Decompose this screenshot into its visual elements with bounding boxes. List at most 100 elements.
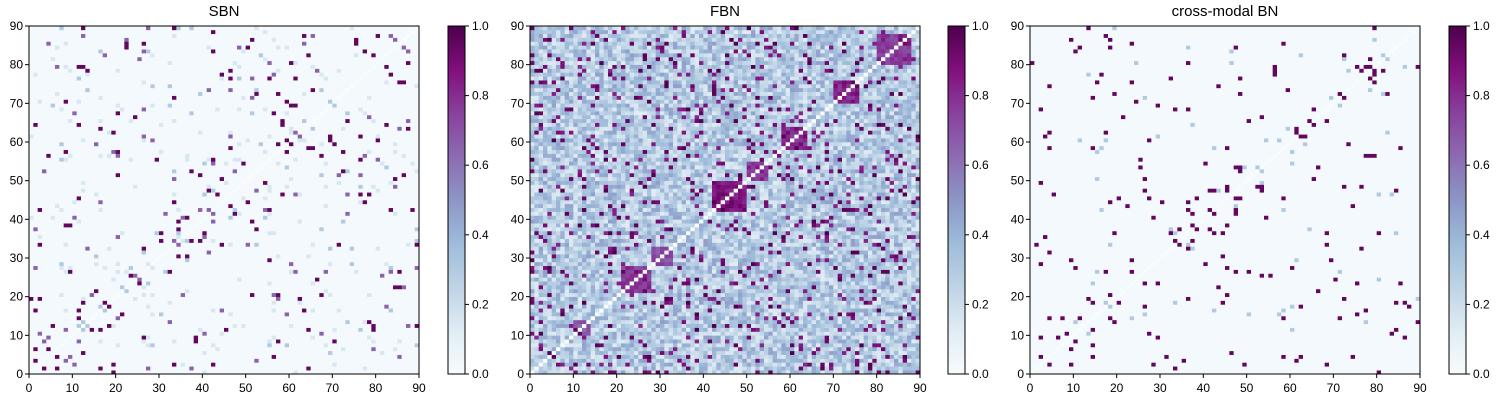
heatmap-cell xyxy=(68,319,73,325)
heatmap-cell xyxy=(406,219,411,224)
heatmap-cell xyxy=(81,261,86,267)
heatmap-cell xyxy=(341,343,346,348)
heatmap-cell xyxy=(42,358,47,363)
heatmap-cell xyxy=(202,273,207,278)
heatmap-cell xyxy=(349,169,355,174)
heatmap-cell xyxy=(202,238,207,243)
heatmap-cell xyxy=(397,339,402,344)
heatmap-cell xyxy=(384,196,389,201)
heatmap-cell xyxy=(215,157,220,162)
heatmap-cell xyxy=(107,180,112,185)
heatmap-cell xyxy=(302,312,307,317)
heatmap-cell xyxy=(414,292,420,297)
heatmap-cell xyxy=(401,300,407,305)
heatmap-cell xyxy=(306,254,311,259)
heatmap-cell xyxy=(367,358,372,363)
heatmap-cell xyxy=(358,300,363,305)
heatmap-cell xyxy=(367,219,372,224)
heatmap-cell xyxy=(302,184,307,189)
heatmap-cell xyxy=(367,354,372,359)
heatmap-cell xyxy=(289,281,294,286)
heatmap-cell xyxy=(280,250,285,255)
heatmap-cell xyxy=(254,281,259,286)
heatmap-cell xyxy=(345,285,350,290)
heatmap-cell xyxy=(219,169,225,174)
heatmap-cell xyxy=(150,335,155,340)
heatmap-cell xyxy=(397,370,402,375)
heatmap-cell xyxy=(245,234,251,239)
heatmap-cell xyxy=(137,261,142,267)
heatmap-cell xyxy=(406,172,411,178)
heatmap-cell xyxy=(163,192,168,197)
heatmap-cell xyxy=(271,188,277,193)
heatmap-cell xyxy=(224,250,229,255)
heatmap-cell xyxy=(102,277,108,282)
heatmap-cell xyxy=(267,288,272,294)
heatmap-cell xyxy=(319,281,324,286)
heatmap-cell xyxy=(133,207,138,212)
heatmap-cell xyxy=(81,312,86,317)
heatmap-cell xyxy=(81,223,86,228)
heatmap-cell xyxy=(72,188,77,193)
heatmap-cell xyxy=(42,312,47,317)
heatmap-cell xyxy=(146,242,151,247)
heatmap-cell xyxy=(319,227,324,232)
heatmap-cell xyxy=(111,335,116,340)
heatmap-cell xyxy=(245,265,251,270)
heatmap-cell xyxy=(384,230,389,236)
heatmap-cell xyxy=(224,277,229,282)
heatmap-cell xyxy=(362,184,368,189)
heatmap-cell xyxy=(146,273,151,278)
heatmap-cell xyxy=(263,296,268,301)
heatmap-cell xyxy=(46,331,51,336)
heatmap-cell xyxy=(358,238,363,243)
heatmap-cell xyxy=(124,354,129,359)
heatmap-cell xyxy=(46,319,51,325)
heatmap-cell xyxy=(102,203,108,209)
heatmap-cell xyxy=(146,288,151,294)
heatmap-cell xyxy=(358,219,363,224)
heatmap-cell xyxy=(111,354,116,359)
heatmap-cell xyxy=(358,323,363,328)
heatmap-cell xyxy=(263,265,268,270)
heatmap-cell xyxy=(371,312,376,317)
heatmap-cell xyxy=(167,157,173,162)
heatmap-cell xyxy=(358,339,363,344)
heatmap-cell xyxy=(172,323,177,328)
heatmap-cell xyxy=(98,180,103,185)
heatmap-cell xyxy=(85,319,90,325)
heatmap-cell xyxy=(354,230,359,236)
heatmap-cell xyxy=(393,350,398,355)
heatmap-cell xyxy=(107,281,112,286)
heatmap-cell xyxy=(50,316,56,321)
heatmap-cell xyxy=(89,223,95,228)
heatmap-cell xyxy=(150,242,155,247)
heatmap-cell xyxy=(345,254,350,259)
heatmap-cell xyxy=(354,188,359,193)
heatmap-cell xyxy=(150,230,155,236)
heatmap-cell xyxy=(328,312,333,317)
heatmap-cell xyxy=(341,308,346,313)
heatmap-cell xyxy=(154,261,160,267)
heatmap-cell xyxy=(401,172,407,178)
heatmap-cell xyxy=(185,366,190,371)
heatmap-cell xyxy=(81,188,86,193)
heatmap-cell xyxy=(388,269,394,274)
heatmap-cell xyxy=(375,308,381,313)
heatmap-cell xyxy=(172,207,177,212)
heatmap-cell xyxy=(167,331,173,336)
heatmap-cell xyxy=(167,161,173,166)
heatmap-cell xyxy=(375,273,381,278)
heatmap-cell xyxy=(354,196,359,201)
heatmap-cell xyxy=(180,273,186,278)
heatmap-cell xyxy=(367,288,372,294)
heatmap-cell xyxy=(198,203,203,209)
heatmap-cell xyxy=(111,172,116,178)
heatmap-cell xyxy=(375,184,381,189)
heatmap-cell xyxy=(267,362,272,367)
heatmap-cell xyxy=(310,362,316,367)
heatmap-cell xyxy=(354,277,359,282)
heatmap-cell xyxy=(406,238,411,243)
heatmap-cell xyxy=(42,200,47,205)
heatmap-cell xyxy=(120,196,125,201)
